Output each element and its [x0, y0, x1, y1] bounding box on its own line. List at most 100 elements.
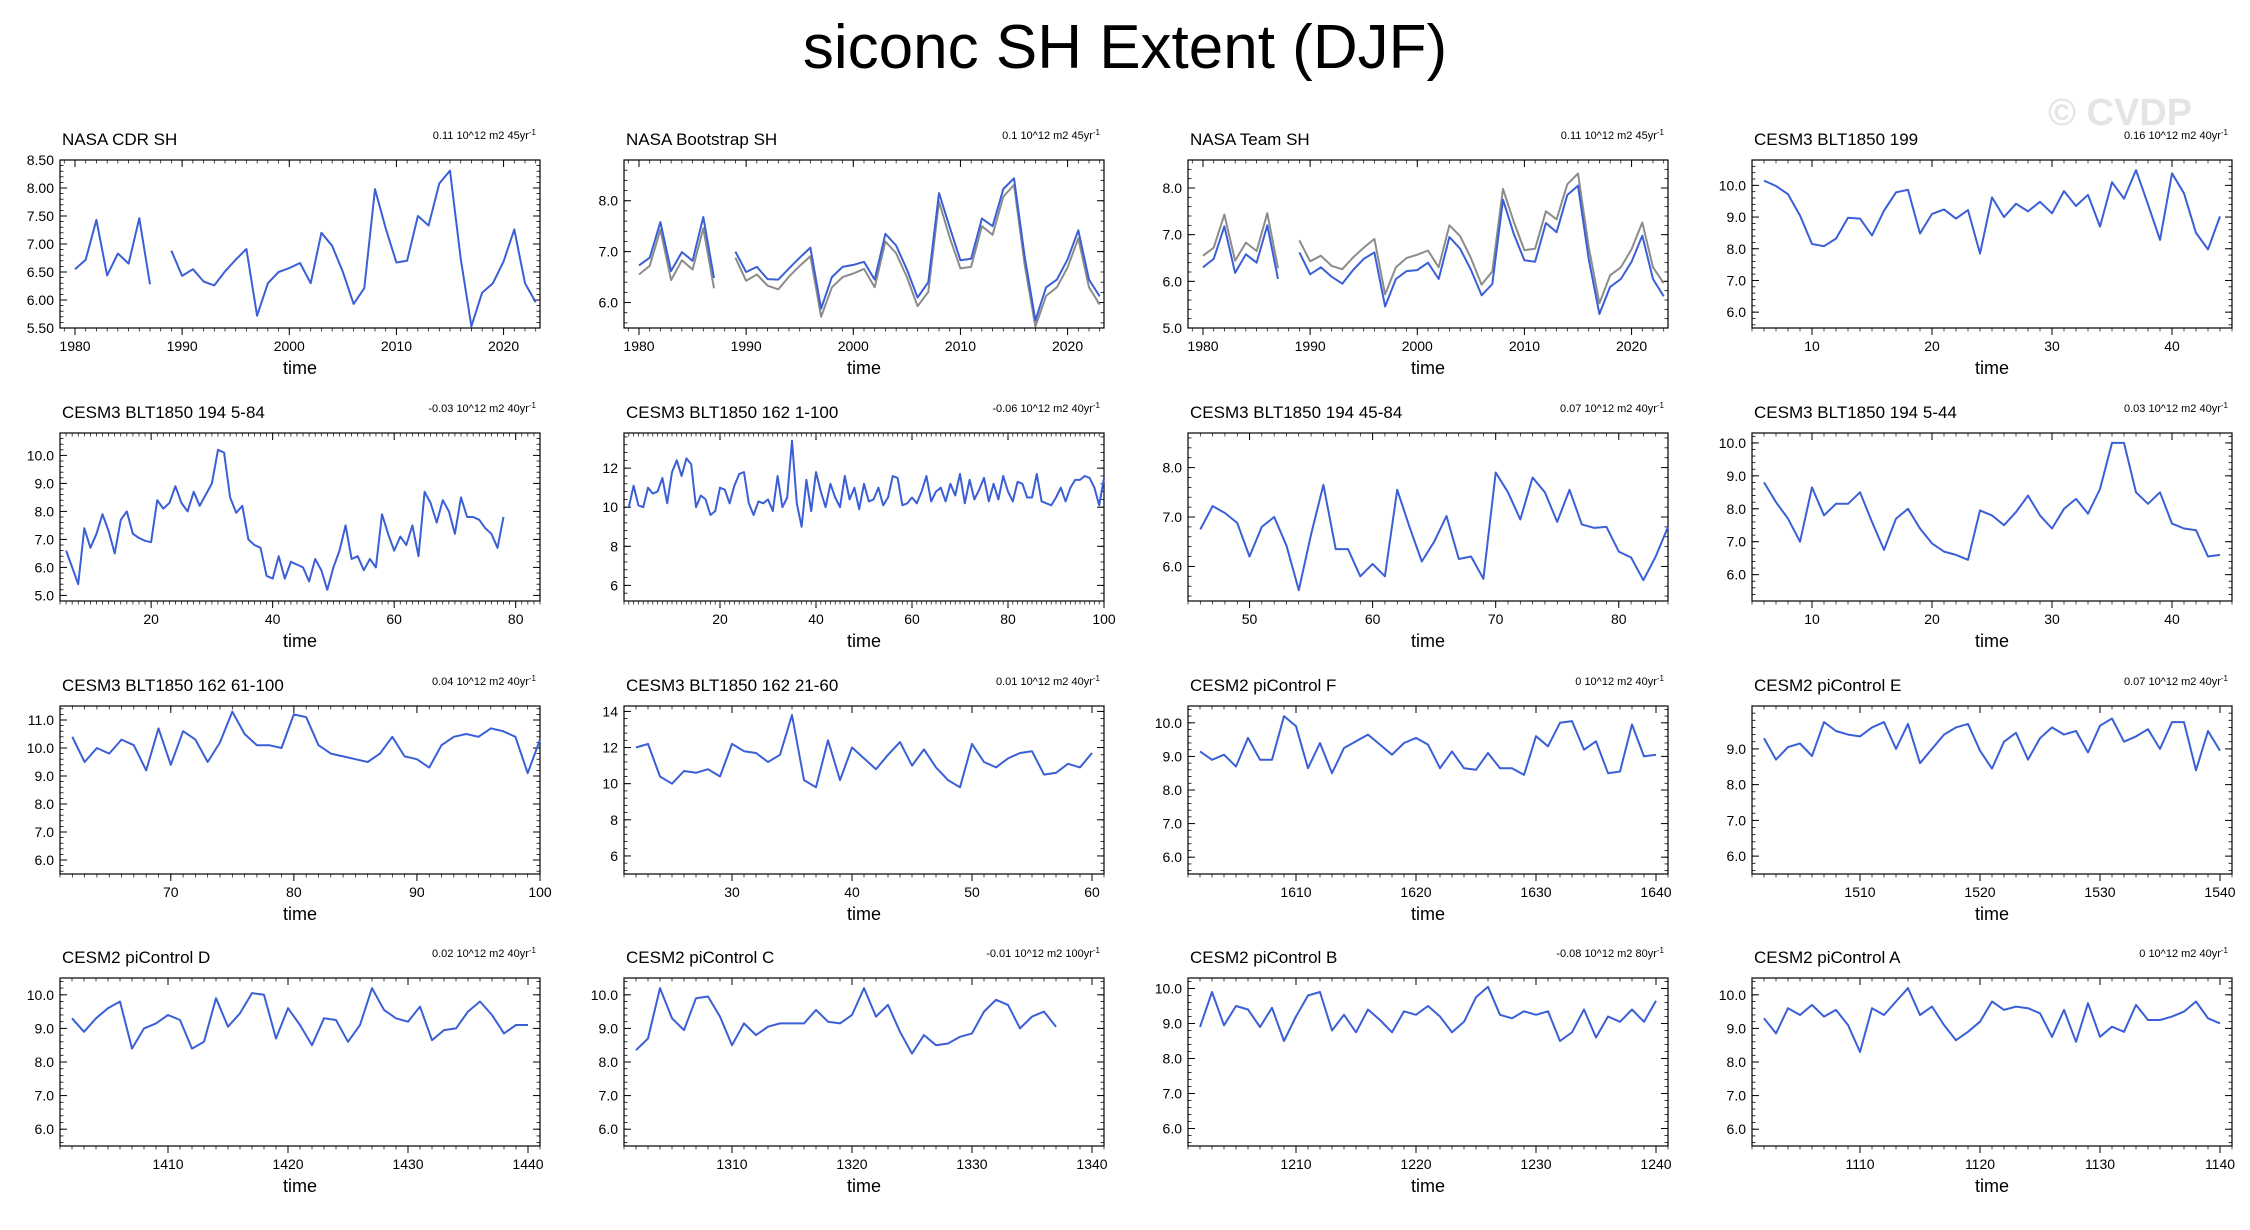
trend-value: 0.1 10^12 m2 45yr — [1002, 130, 1093, 142]
panel-trend: -0.03 10^12 m2 40yr-1 — [428, 401, 536, 415]
y-tick-label: 9.0 — [1727, 1020, 1747, 1036]
trend-exponent: -1 — [1657, 674, 1665, 683]
x-tick-label: 20 — [1924, 611, 1940, 627]
panel-title: CESM2 piControl E — [1754, 676, 1901, 695]
x-tick-label: 1520 — [1964, 884, 1995, 900]
x-tick-label: 1990 — [731, 338, 762, 354]
y-tick-label: 7.0 — [35, 824, 55, 840]
trend-exponent: -1 — [2221, 946, 2229, 955]
x-tick-label: 1640 — [1640, 884, 1671, 900]
plot-frame — [1187, 432, 1669, 602]
panel-trend: 0 10^12 m2 40yr-1 — [1575, 674, 1664, 688]
chart-panel: CESM3 BLT1850 194 5-84 -0.03 10^12 m2 40y… — [27, 401, 541, 651]
x-axis-label: time — [847, 1176, 881, 1196]
chart-panel: CESM3 BLT1850 199 0.16 10^12 m2 40yr-1 6.0… — [1719, 128, 2233, 378]
x-axis-label: time — [1975, 358, 2009, 378]
x-tick-label: 1340 — [1076, 1156, 1107, 1172]
y-tick-label: 10.0 — [1155, 981, 1182, 997]
y-tick-label: 8.0 — [599, 1054, 619, 1070]
y-tick-label: 9.0 — [35, 768, 55, 784]
y-tick-label: 9.0 — [1727, 209, 1747, 225]
x-tick-label: 2000 — [1402, 338, 1433, 354]
x-axis-label: time — [1975, 1176, 2009, 1196]
x-tick-label: 30 — [2044, 611, 2060, 627]
y-tick-label: 7.0 — [35, 1088, 55, 1104]
x-tick-label: 60 — [904, 611, 920, 627]
x-tick-label: 1140 — [2205, 1156, 2235, 1172]
trend-value: 0.16 10^12 m2 40yr — [2124, 130, 2221, 142]
x-tick-label: 1630 — [1520, 884, 1551, 900]
y-tick-label: 9.0 — [599, 1020, 619, 1036]
panel-trend: 0.07 10^12 m2 40yr-1 — [1560, 401, 1665, 415]
x-tick-label: 1210 — [1280, 1156, 1311, 1172]
y-tick-label: 7.0 — [1727, 534, 1747, 550]
panel-title: CESM2 piControl F — [1190, 676, 1336, 695]
y-tick-label: 8.0 — [1163, 1051, 1183, 1067]
trend-value: 0 10^12 m2 40yr — [1575, 676, 1657, 688]
y-tick-label: 5.50 — [27, 320, 54, 336]
panel-title: CESM3 BLT1850 162 21-60 — [626, 676, 838, 695]
trend-exponent: -1 — [1657, 946, 1665, 955]
chart-panel: CESM2 piControl B -0.08 10^12 m2 80yr-1 6.… — [1155, 946, 1672, 1196]
chart-panel: CESM2 piControl A 0 10^12 m2 40yr-1 6.0 7.0… — [1719, 946, 2236, 1196]
y-tick-label: 8.0 — [1727, 241, 1747, 257]
chart-panel: NASA Team SH 0.11 10^12 m2 45yr-1 5.0 6.0 7.… — [1163, 128, 1669, 378]
y-tick-label: 6.0 — [35, 852, 55, 868]
y-tick-label: 9.0 — [35, 475, 55, 491]
series-line — [1763, 717, 2221, 772]
y-tick-label: 6.0 — [35, 1121, 55, 1137]
y-tick-label: 6.50 — [27, 264, 54, 280]
x-tick-label: 20 — [712, 611, 728, 627]
y-tick-label: 8.0 — [1727, 777, 1747, 793]
trend-value: 0.07 10^12 m2 40yr — [2124, 676, 2221, 688]
x-axis-label: time — [1411, 1176, 1445, 1196]
x-tick-label: 50 — [964, 884, 980, 900]
y-tick-label: 7.0 — [599, 1088, 619, 1104]
cvdp-watermark: © CVDP — [2048, 92, 2193, 134]
y-tick-label: 8.0 — [35, 1054, 55, 1070]
x-tick-label: 1130 — [2085, 1156, 2115, 1172]
panel-title: NASA CDR SH — [62, 130, 177, 149]
x-tick-label: 1990 — [1295, 338, 1326, 354]
panel-title: CESM2 piControl D — [62, 948, 210, 967]
trend-value: 0.01 10^12 m2 40yr — [996, 676, 1093, 688]
panel-trend: -0.08 10^12 m2 80yr-1 — [1556, 946, 1664, 960]
panel-title: CESM3 BLT1850 162 61-100 — [62, 676, 284, 695]
x-tick-label: 40 — [844, 884, 860, 900]
x-tick-label: 40 — [2164, 338, 2180, 354]
chart-panel: NASA Bootstrap SH 0.1 10^12 m2 45yr-1 6.0 7… — [599, 128, 1105, 378]
series-line — [1763, 441, 2221, 561]
x-tick-label: 1530 — [2084, 884, 2115, 900]
y-tick-label: 10.0 — [27, 740, 54, 756]
y-tick-label: 8.0 — [1163, 180, 1183, 196]
y-tick-label: 10.0 — [27, 987, 54, 1003]
y-tick-label: 10.0 — [1719, 987, 1746, 1003]
y-tick-label: 6.0 — [1163, 273, 1183, 289]
x-axis-label: time — [283, 1176, 317, 1196]
series-line — [638, 177, 1101, 322]
y-tick-label: 9.0 — [1163, 748, 1183, 764]
y-tick-label: 7.50 — [27, 208, 54, 224]
x-axis-label: time — [847, 358, 881, 378]
x-tick-label: 1120 — [1965, 1156, 1995, 1172]
reference-series-line — [1202, 172, 1665, 305]
x-axis-label: time — [283, 631, 317, 651]
x-axis-label: time — [283, 904, 317, 924]
x-tick-label: 1980 — [623, 338, 654, 354]
chart-panel: CESM2 piControl F 0 10^12 m2 40yr-1 6.0 7.0… — [1155, 674, 1672, 924]
series-line — [71, 987, 528, 1050]
chart-panel: CESM3 BLT1850 162 21-60 0.01 10^12 m2 40y… — [602, 674, 1105, 924]
x-tick-label: 1240 — [1640, 1156, 1671, 1172]
x-tick-label: 40 — [265, 611, 281, 627]
y-tick-label: 6.00 — [27, 292, 54, 308]
series-line — [1763, 987, 2221, 1053]
trend-exponent: -1 — [529, 674, 537, 683]
x-tick-label: 1610 — [1280, 884, 1311, 900]
x-tick-label: 80 — [508, 611, 524, 627]
series-line — [74, 169, 537, 328]
x-tick-label: 30 — [2044, 338, 2060, 354]
series-line — [1763, 169, 2221, 255]
x-tick-label: 90 — [409, 884, 425, 900]
y-tick-label: 7.0 — [1163, 816, 1183, 832]
y-tick-label: 6.0 — [599, 295, 619, 311]
